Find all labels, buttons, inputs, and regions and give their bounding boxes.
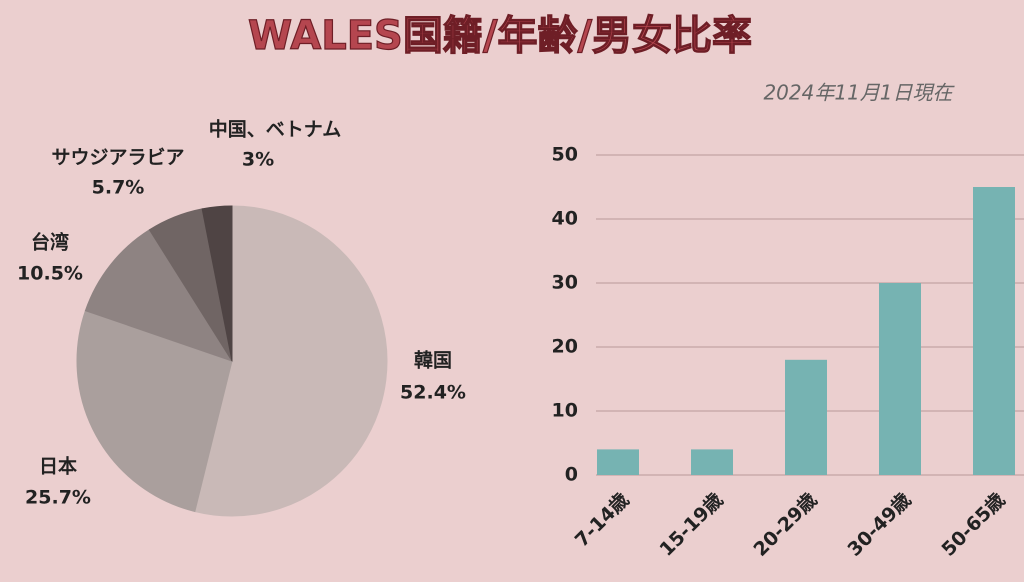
slice-value: 52.4% [400,382,466,404]
slice-label: サウジアラビア [51,147,184,169]
bar [691,449,733,475]
y-tick-label: 30 [552,272,578,294]
title: WALES国籍/年齢/男女比率 [248,13,752,59]
slice-label: 日本 [39,455,77,478]
y-tick-label: 20 [552,336,578,358]
slice-label: 台湾 [31,231,69,254]
slice-label: 韓国 [414,349,452,372]
pie-slice [76,309,233,513]
subtitle: 2024年11月1日現在 [763,81,955,105]
slice-value: 5.7% [92,177,145,199]
y-tick-label: 0 [565,464,578,486]
slice-value: 10.5% [17,263,83,285]
pie-slice [201,205,233,362]
y-tick-label: 40 [552,208,578,230]
bar [879,283,921,475]
slice-value: 25.7% [25,487,91,509]
slice-label: 中国、ベトナム [209,118,341,141]
y-tick-label: 10 [552,400,578,422]
pie-slice [194,205,388,517]
bar [597,449,639,475]
bar [785,359,827,475]
pie-slice [84,229,234,362]
slice-value: 3% [242,149,274,171]
bar [973,187,1015,475]
y-tick-label: 50 [552,144,578,166]
